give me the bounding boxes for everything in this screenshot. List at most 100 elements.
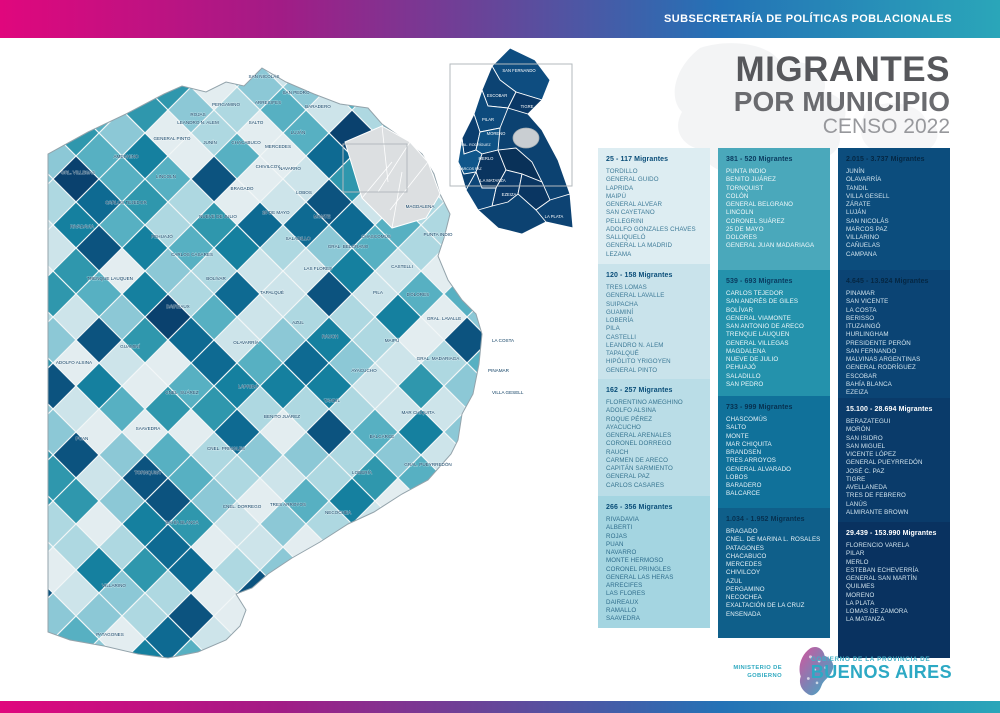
map-cell: [512, 570, 560, 618]
legend-municipality: BERISSO: [846, 314, 875, 322]
legend-municipality: COLÓN: [726, 192, 749, 200]
legend-municipality: ALMIRANTE BROWN: [846, 508, 909, 516]
map-label: BARADERO: [305, 104, 331, 109]
legend-municipality: LINCOLN: [726, 209, 754, 217]
legend-municipality: CHASCOMÚS: [726, 416, 768, 423]
map-cell: [558, 64, 595, 112]
amba-gray-divider: [377, 141, 411, 193]
inset-label: EZEIZA: [502, 192, 517, 197]
legend-municipality: CASTELLI: [606, 333, 637, 341]
legend-block: 25 - 117 Migrantes TORDILLO GENERAL GUIDO L…: [598, 148, 710, 264]
ministry-line2: GOBIERNO: [747, 673, 782, 680]
legend-municipality: ZÁRATE: [846, 201, 871, 208]
map-cell: [144, 42, 192, 66]
map-label: GUAMINÍ: [120, 343, 140, 349]
legend-municipality: GENERAL PINTO: [606, 366, 658, 374]
map-cell: [558, 432, 595, 480]
map-cell: [97, 68, 147, 113]
inset-label: LA PLATA: [545, 214, 564, 219]
map-cell: [558, 524, 595, 572]
amba-grayed-region: [342, 125, 441, 229]
title-line3: CENSO 2022: [822, 115, 950, 139]
map-cell: [465, 569, 482, 619]
legend-municipality: SALLIQUELÓ: [606, 234, 646, 241]
legend-municipality: CAMPANA: [846, 250, 877, 258]
map-cell: [581, 87, 595, 135]
map-cell: [535, 501, 583, 549]
legend-municipality: ESTEBAN ECHEVERRÍA: [846, 566, 919, 574]
legend-municipality: CARLOS TEJEDOR: [726, 290, 784, 297]
map-label: LEANDRO N. ALEM: [177, 120, 219, 125]
map-cell: [558, 386, 595, 434]
legend-municipality: TAPALQUÉ: [606, 350, 639, 357]
legend-municipality: GUAMINÍ: [606, 308, 634, 316]
legend-municipality: TRENQUE LAUQUEN: [726, 331, 790, 339]
map-cell: [581, 271, 595, 319]
legend-municipality: GENERAL GUIDO: [606, 176, 659, 184]
map-label: TANDIL: [324, 398, 340, 403]
province-logo-shape: [799, 647, 834, 696]
map-cell: [373, 569, 423, 619]
map-label: PERGAMINO: [212, 102, 241, 107]
legend-municipality: BARADERO: [726, 482, 762, 489]
map-cell: [442, 592, 482, 642]
legend-municipality: GENERAL PUEYRREDÓN: [846, 459, 923, 467]
legend-municipality: TORDILLO: [606, 168, 638, 175]
map-cell: [581, 455, 595, 503]
map-cell: [489, 455, 537, 503]
legend-municipality: ENSENADA: [726, 610, 761, 618]
map-cell: [419, 68, 469, 113]
legend-municipality: MAR CHIQUITA: [726, 440, 772, 448]
inset-caba-area: [512, 127, 540, 149]
legend-municipality: NECOCHEA: [726, 594, 762, 601]
legend-municipality: ROJAS: [606, 532, 628, 540]
map-cell: [420, 42, 468, 66]
map-cell: [535, 455, 583, 503]
legend-municipality: LA COSTA: [846, 306, 877, 314]
legend-municipality: MONTE: [726, 432, 749, 440]
map-label: GRAL. BELGRANO: [328, 244, 369, 249]
legend-municipality: GENERAL VIAMONTE: [726, 314, 791, 322]
amba-gray-divider: [391, 171, 403, 229]
map-cell: [236, 42, 284, 66]
map-cell: [581, 409, 595, 457]
amba-inset-map: SAN FERNANDO ESCOBAR TIGRE PILAR GRAL. RODRÍ…: [449, 47, 574, 235]
legend-block: 4.645 - 13.924 Migrantes PINAMAR SAN VICEN…: [838, 270, 950, 398]
legend-municipality: PUNTA INDIO: [726, 168, 767, 175]
legend-municipality: PINAMAR: [846, 290, 875, 297]
gov-big-label: BUENOS AIRES: [810, 662, 952, 682]
legend-municipality: ADOLFO ALSINA: [606, 407, 657, 415]
legend-municipality: LEZAMA: [606, 250, 632, 258]
map-labels: GRL. VILLEGAS AMEGHINO GENERAL PINTO LEANDR…: [56, 73, 524, 638]
legend-municipality: RAMALLO: [606, 606, 637, 614]
legend-municipality: GENERAL ALVEAR: [606, 201, 663, 208]
legend-block: 381 - 520 Migrantes PUNTA INDIO BENITO JUÁ…: [718, 148, 830, 270]
legend-municipality: ESCOBAR: [846, 372, 877, 380]
legend-municipality: GENERAL BELGRANO: [726, 201, 794, 208]
map-label: RAUCH: [322, 334, 338, 339]
map-label: CNEL. PRINGLES: [207, 446, 245, 451]
legend-municipality: LOBERÍA: [606, 317, 634, 324]
legend-municipality: PRESIDENTE PERÓN: [846, 339, 911, 347]
map-cell: [282, 42, 330, 66]
government-wordmark: GOBIERNO DE LA PROVINCIA DE BUENOS AIRES: [811, 656, 952, 682]
legend-municipality: CHIVILCOY: [726, 569, 761, 577]
map-cell: [558, 570, 595, 618]
map-label: TORNQUIST: [135, 470, 162, 475]
map-cell: [74, 68, 124, 90]
map-cell: [350, 546, 400, 596]
map-label: LAPRIDA: [238, 384, 259, 389]
map-label: CHIVILCOY: [256, 164, 281, 169]
map-cell: [489, 547, 537, 595]
legend-municipality: BENITO JUÁREZ: [726, 176, 777, 184]
inset-label: TIGRE: [521, 104, 534, 109]
map-cell: [581, 133, 595, 181]
legend-municipality: EZEIZA: [846, 389, 869, 396]
map-label: CHASCOMÚS: [361, 233, 391, 239]
legend-municipality: LANÚS: [846, 500, 868, 508]
amba-gray-divider: [381, 125, 389, 183]
province-choropleth-map: GRL. VILLEGAS AMEGHINO GENERAL PINTO LEANDR…: [47, 42, 595, 659]
map-label: DOLORES: [407, 292, 429, 297]
map-cell: [465, 247, 482, 297]
map-label: BALCARCE: [370, 434, 395, 439]
